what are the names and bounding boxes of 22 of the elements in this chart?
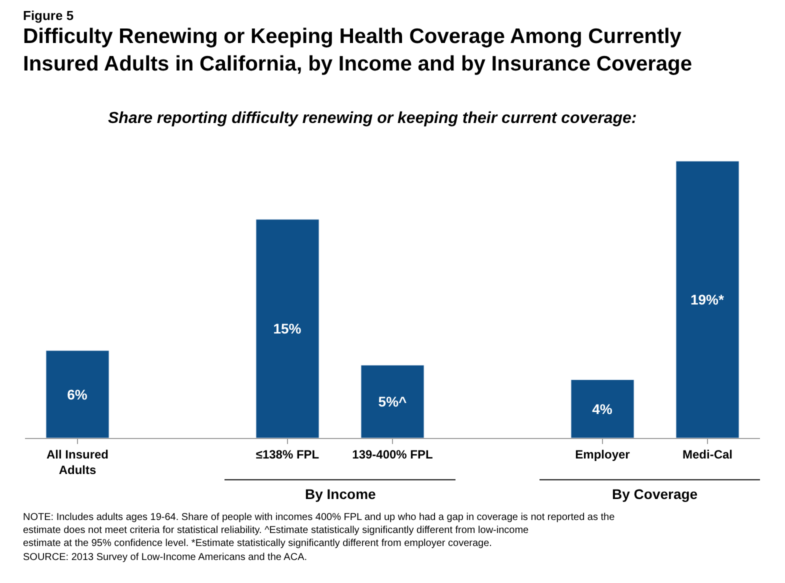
caption: Figure 5 — [23, 8, 74, 23]
bar — [46, 350, 110, 438]
source-note: SOURCE: 2013 Survey of Low-Income Americans and the ACA. — [23, 552, 308, 563]
text: By Income — [305, 486, 376, 502]
x-tick-label: Employer — [575, 447, 630, 462]
x-tick-label: Medi-Cal — [682, 447, 733, 462]
data-label: 5%^ — [378, 394, 407, 410]
text: NOTE: Includes adults ages 19-64. Share of people with incomes 400% FPL and up who had a gap in coverage is not reported as the estimate does not meet criteria for statistical reliability. ^Estimate statistically significantly different from low-income estimate at the 95% confidence level. *Estimate statistically significantly different from employer coverage. — [23, 512, 616, 549]
data-label: 19%* — [690, 292, 725, 308]
x-tick-label: ≤138% FPL — [256, 447, 320, 462]
x-tick-label: All Insured Adults — [46, 447, 109, 477]
bar — [360, 364, 424, 438]
chart-title: Difficulty Renewing or Keeping Health Coverage Among Currently Insured Adults in California, by Income and by Insurance Coverage — [23, 25, 692, 76]
bar — [256, 219, 320, 438]
data-label: 15% — [273, 320, 302, 337]
data-label: 6% — [67, 386, 88, 402]
text: By Coverage — [612, 486, 698, 502]
x-tick-label: 139-400% FPL — [352, 447, 433, 462]
data-label: 4% — [592, 400, 613, 417]
chart-subtitle: Share reporting difficulty renewing or keeping their current coverage: — [108, 110, 637, 127]
bar — [570, 379, 634, 438]
bar — [676, 160, 740, 438]
